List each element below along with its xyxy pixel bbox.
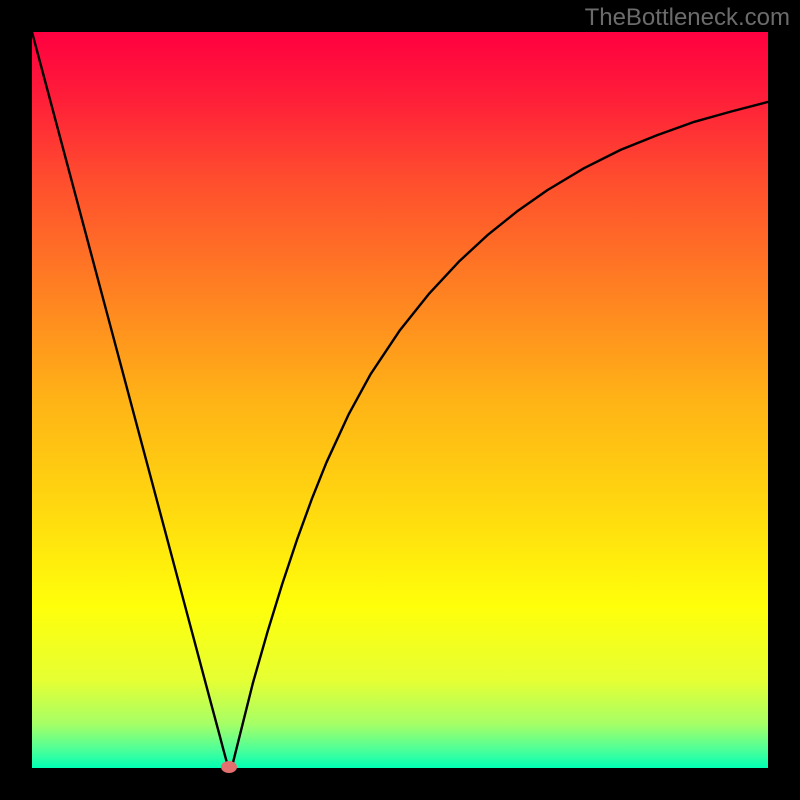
watermark-text: TheBottleneck.com: [585, 4, 790, 32]
plot-background: [32, 32, 768, 768]
frame-border-right: [768, 0, 800, 800]
gradient-fill: [32, 32, 768, 768]
frame-border-left: [0, 0, 32, 800]
frame-border-bottom: [0, 768, 800, 800]
chart-container: TheBottleneck.com: [0, 0, 800, 800]
